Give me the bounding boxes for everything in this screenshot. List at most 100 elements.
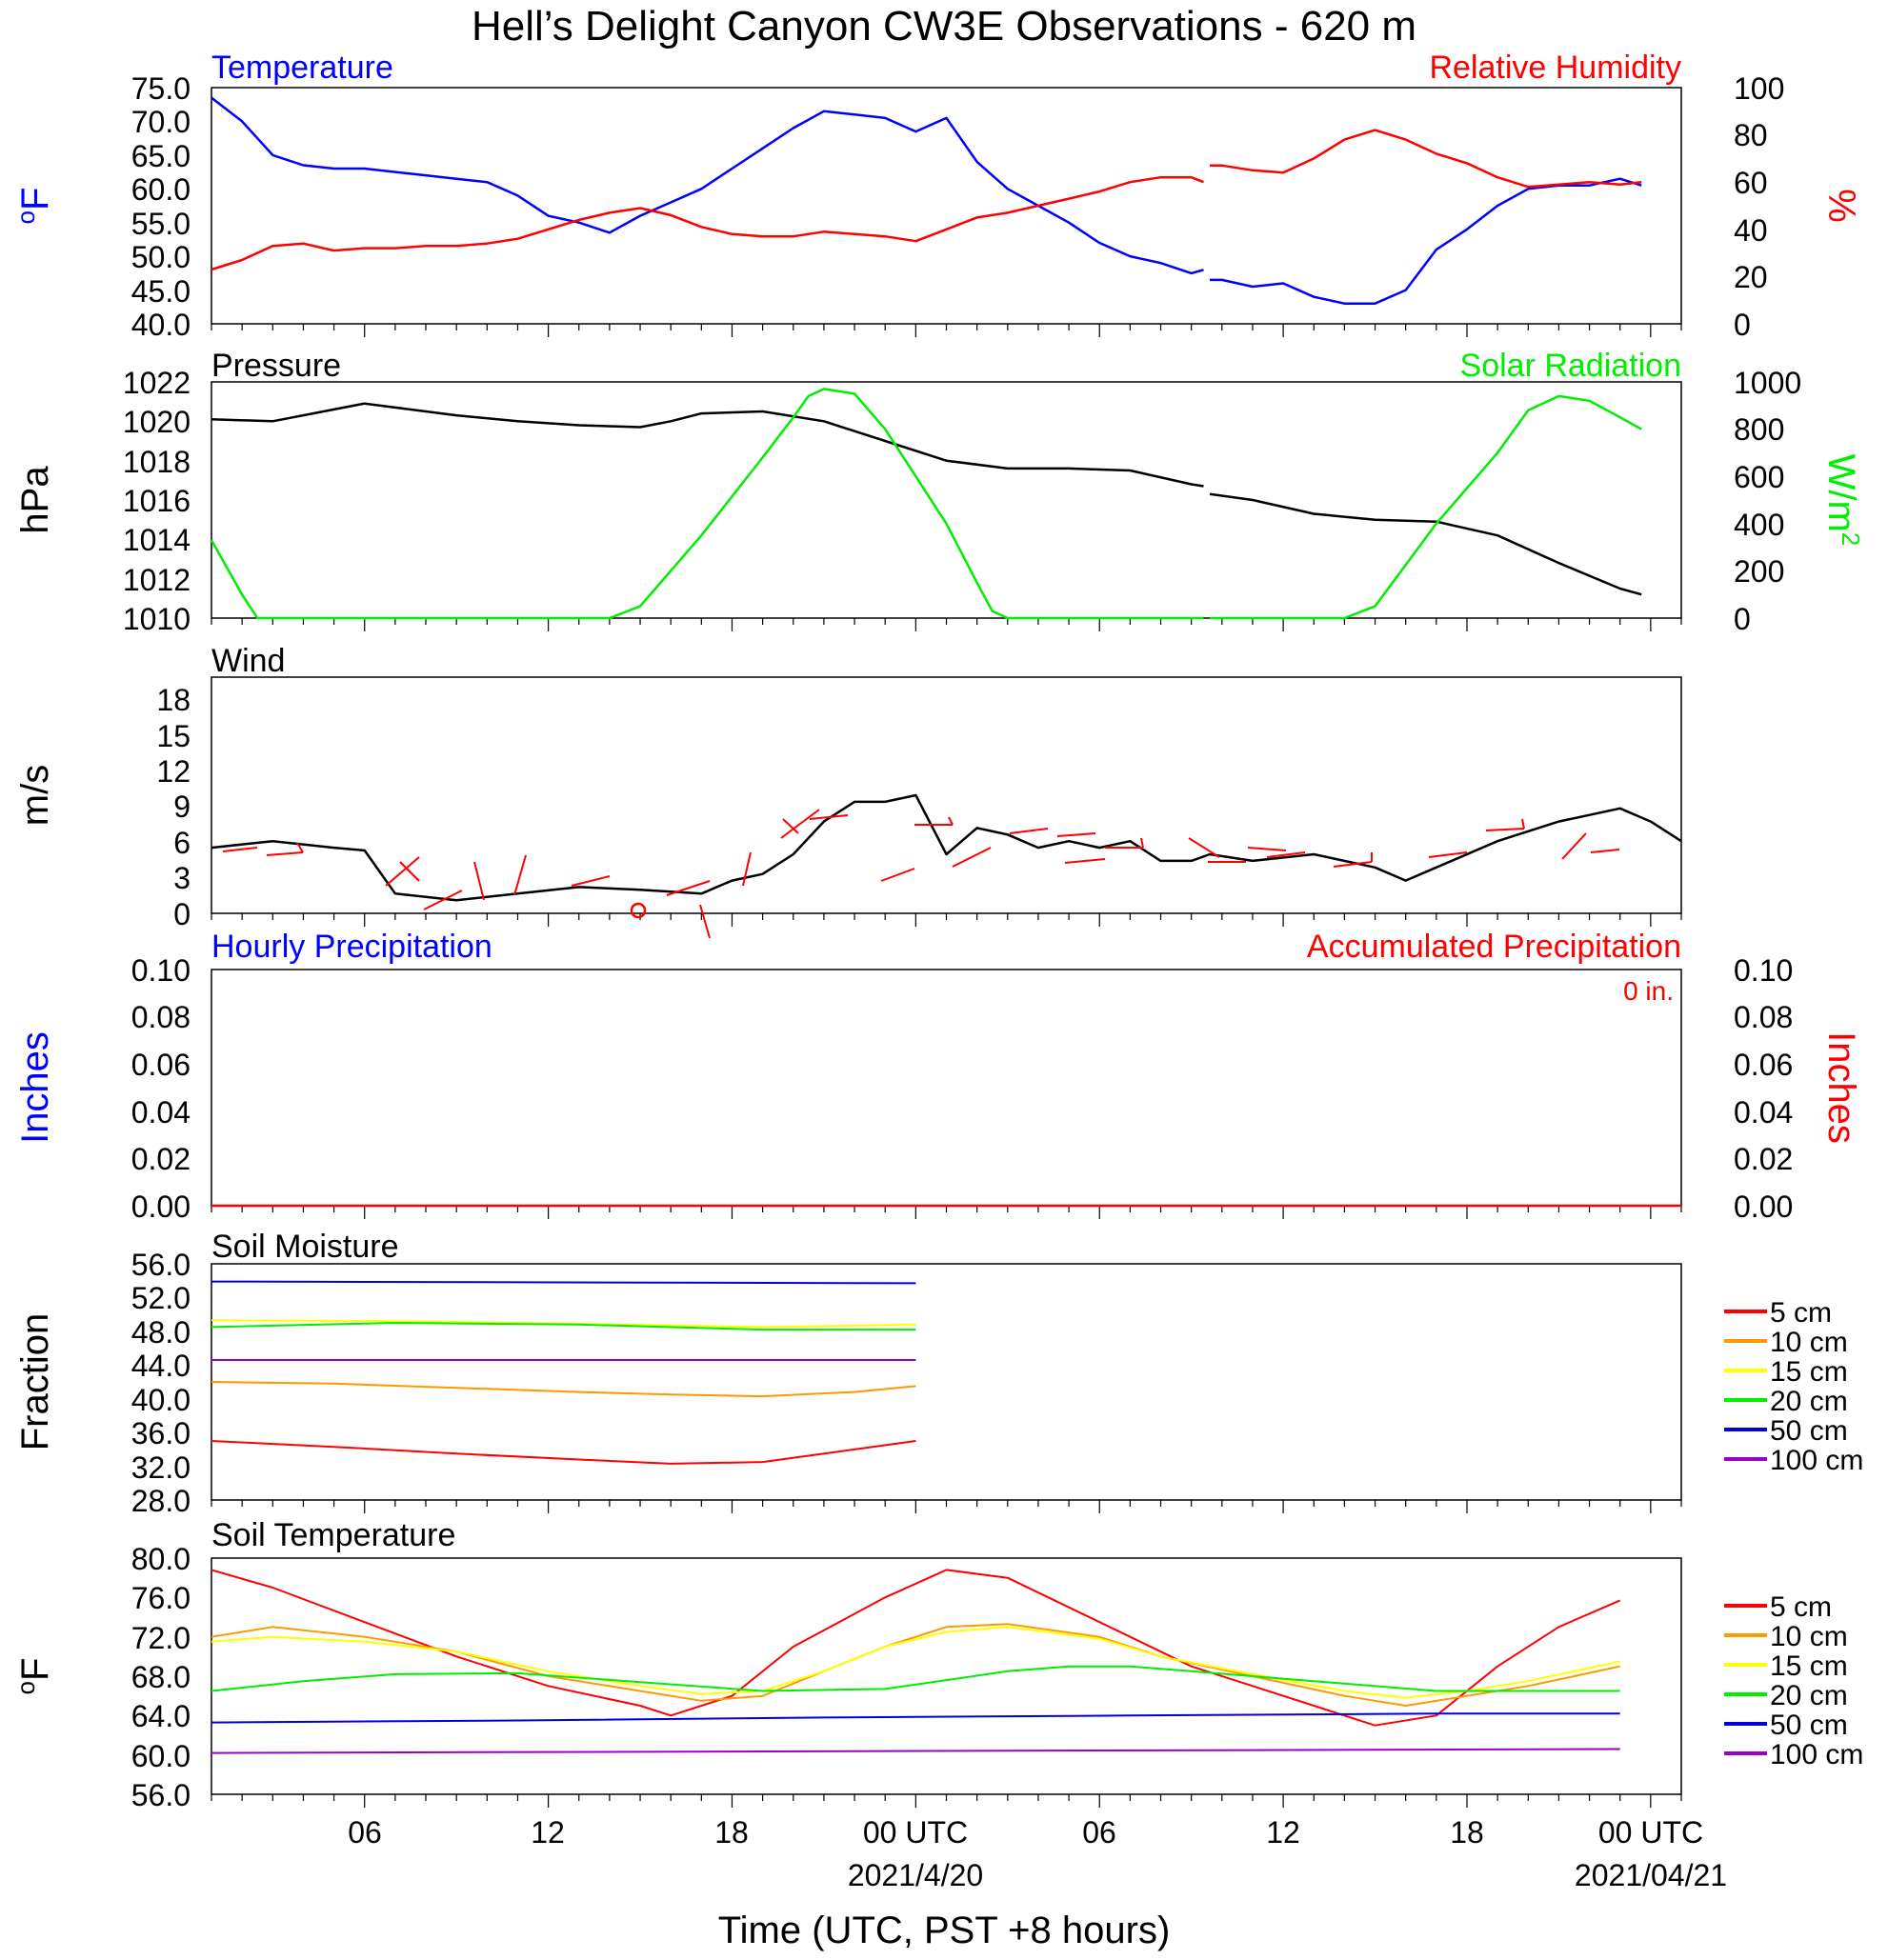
pressure-tick-label: 1010	[123, 602, 191, 636]
temp-tick-label: 45.0	[131, 274, 191, 309]
precip-panel: Hourly Precipitation Accumulated Precipi…	[14, 929, 1862, 1224]
pressure-tick-label: 1018	[123, 445, 191, 479]
pressure-solar-panel: Pressure Solar Radiation 1022 1020 1018 …	[14, 348, 1865, 636]
pressure-title: Pressure	[211, 348, 341, 384]
accum-y-ticks: 0.10 0.08 0.06 0.04 0.02 0.00	[1734, 953, 1793, 1224]
wind-barb	[1521, 818, 1525, 830]
wind-tick-label: 15	[156, 719, 191, 753]
x-tick-label: 00 UTC	[863, 1815, 968, 1850]
solar-tick-label: 800	[1734, 412, 1784, 447]
rh-tick-label: 20	[1734, 260, 1768, 294]
temp-tick-label: 65.0	[131, 139, 191, 173]
pressure-tick-label: 1016	[123, 484, 191, 518]
soil-temp-y-ticks: 80.0 76.0 72.0 68.0 64.0 60.0 56.0	[131, 1542, 191, 1812]
wind-barb	[1140, 837, 1144, 849]
wind-barb	[699, 904, 711, 939]
accum-precip-total: 0 in.	[1623, 976, 1674, 1006]
soil-temp-plot	[211, 1569, 1682, 1808]
solar-unit-label: W/m2	[1820, 454, 1865, 547]
soil-moisture-tick-label: 56.0	[131, 1248, 191, 1282]
soil-temp-tick-label: 68.0	[131, 1660, 191, 1694]
legend-label: 15 cm	[1770, 1650, 1848, 1682]
soil-temp-unit: oF	[11, 1658, 56, 1695]
wind-barb	[571, 875, 611, 887]
series-line-50-cm	[211, 1280, 916, 1285]
solar-title: Solar Radiation	[1460, 348, 1681, 384]
soil-moisture-plot	[211, 1280, 1682, 1513]
temp-tick-label: 55.0	[131, 207, 191, 241]
wind-barb	[780, 809, 820, 839]
x-tick-label: 12	[1266, 1815, 1300, 1850]
pressure-tick-label: 1020	[123, 405, 191, 439]
wind-unit-label: m/s	[14, 765, 56, 826]
series-line-solar-radiation	[210, 388, 1204, 620]
legend-label: 10 cm	[1770, 1621, 1848, 1652]
wind-barb	[1247, 847, 1287, 851]
series-line-pressure	[1209, 492, 1642, 596]
wind-barb	[473, 861, 485, 901]
legend-label: 15 cm	[1770, 1356, 1848, 1388]
rh-y-ticks: 100 80 60 40 20 0	[1734, 71, 1784, 342]
accum-tick-label: 0.06	[1734, 1048, 1793, 1082]
series-line-5-cm	[211, 1569, 1621, 1727]
x-date-label: 2021/04/21	[1575, 1858, 1727, 1892]
soil-moisture-unit: Fraction	[14, 1313, 56, 1451]
temp-unit-label: oF	[11, 188, 56, 225]
series-line-100-cm	[211, 1748, 1620, 1754]
soil-moisture-title: Soil Moisture	[211, 1229, 399, 1265]
soil-temp-tick-label: 56.0	[131, 1778, 191, 1812]
wind-barb	[1333, 861, 1373, 868]
wind-barb	[1009, 828, 1049, 834]
x-tick-label: 18	[714, 1815, 749, 1850]
legend-label: 20 cm	[1770, 1386, 1848, 1417]
wind-barb	[399, 861, 420, 882]
rh-tick-label: 60	[1734, 166, 1768, 200]
wind-barb	[222, 847, 258, 852]
wind-barb	[1561, 832, 1587, 860]
solar-tick-label: 1000	[1734, 366, 1801, 400]
soil-moisture-panel: Soil Moisture 56.0 52.0 48.0 44.0 40.0 3…	[14, 1229, 1863, 1518]
soil-moisture-y-ticks: 56.0 52.0 48.0 44.0 40.0 36.0 32.0 28.0	[131, 1248, 191, 1518]
series-line-wind	[211, 793, 1682, 902]
x-tick-label: 00 UTC	[1598, 1815, 1703, 1850]
solar-tick-label: 200	[1734, 554, 1784, 589]
solar-y-ticks: 1000 800 600 400 200 0	[1734, 366, 1801, 636]
legend-label: 100 cm	[1770, 1739, 1863, 1770]
solar-tick-label: 400	[1734, 508, 1784, 542]
temp-tick-label: 60.0	[131, 172, 191, 207]
soil-temp-title: Soil Temperature	[211, 1517, 455, 1553]
wind-barb	[809, 814, 849, 820]
pressure-tick-label: 1022	[123, 366, 191, 400]
pressure-unit-label: hPa	[14, 466, 56, 534]
series-line-relative-humidity	[1210, 129, 1642, 189]
wind-y-ticks: 18 15 12 9 6 3 0	[156, 683, 191, 931]
hourly-precip-unit: Inches	[14, 1031, 56, 1144]
precip-y-ticks: 0.10 0.08 0.06 0.04 0.02 0.00	[131, 953, 191, 1224]
soil-temp-tick-label: 76.0	[131, 1581, 191, 1615]
series-line-20-cm	[211, 1665, 1620, 1692]
temp-rh-panel: Temperature Relative Humidity 75.0 70.0 …	[11, 50, 1862, 342]
series-line-temperature	[211, 96, 1204, 275]
precip-tick-label: 0.08	[131, 1000, 191, 1034]
precip-plot	[211, 1204, 1682, 1219]
temp-tick-label: 50.0	[131, 240, 191, 274]
legend-label: 10 cm	[1770, 1327, 1848, 1358]
precip-tick-label: 0.06	[131, 1048, 191, 1082]
legend-label: 100 cm	[1770, 1445, 1863, 1476]
wind-barb	[1188, 837, 1220, 858]
temp-tick-label: 40.0	[131, 308, 191, 342]
soil-moisture-tick-label: 48.0	[131, 1315, 191, 1350]
soil-temp-tick-label: 80.0	[131, 1542, 191, 1576]
x-tick-label: 12	[531, 1815, 565, 1850]
soil-moisture-tick-label: 44.0	[131, 1349, 191, 1383]
temp-y-ticks: 75.0 70.0 65.0 60.0 55.0 50.0 45.0 40.0	[131, 71, 191, 342]
wind-tick-label: 3	[173, 861, 191, 895]
wind-barb	[1266, 851, 1306, 858]
x-axis-title: Time (UTC, PST +8 hours)	[718, 1910, 1171, 1951]
accum-tick-label: 0.08	[1734, 1000, 1793, 1034]
soil-moisture-tick-label: 36.0	[131, 1416, 191, 1450]
series-line-pressure	[211, 402, 1204, 488]
wind-barb	[1064, 858, 1106, 864]
wind-plot	[211, 793, 1682, 927]
